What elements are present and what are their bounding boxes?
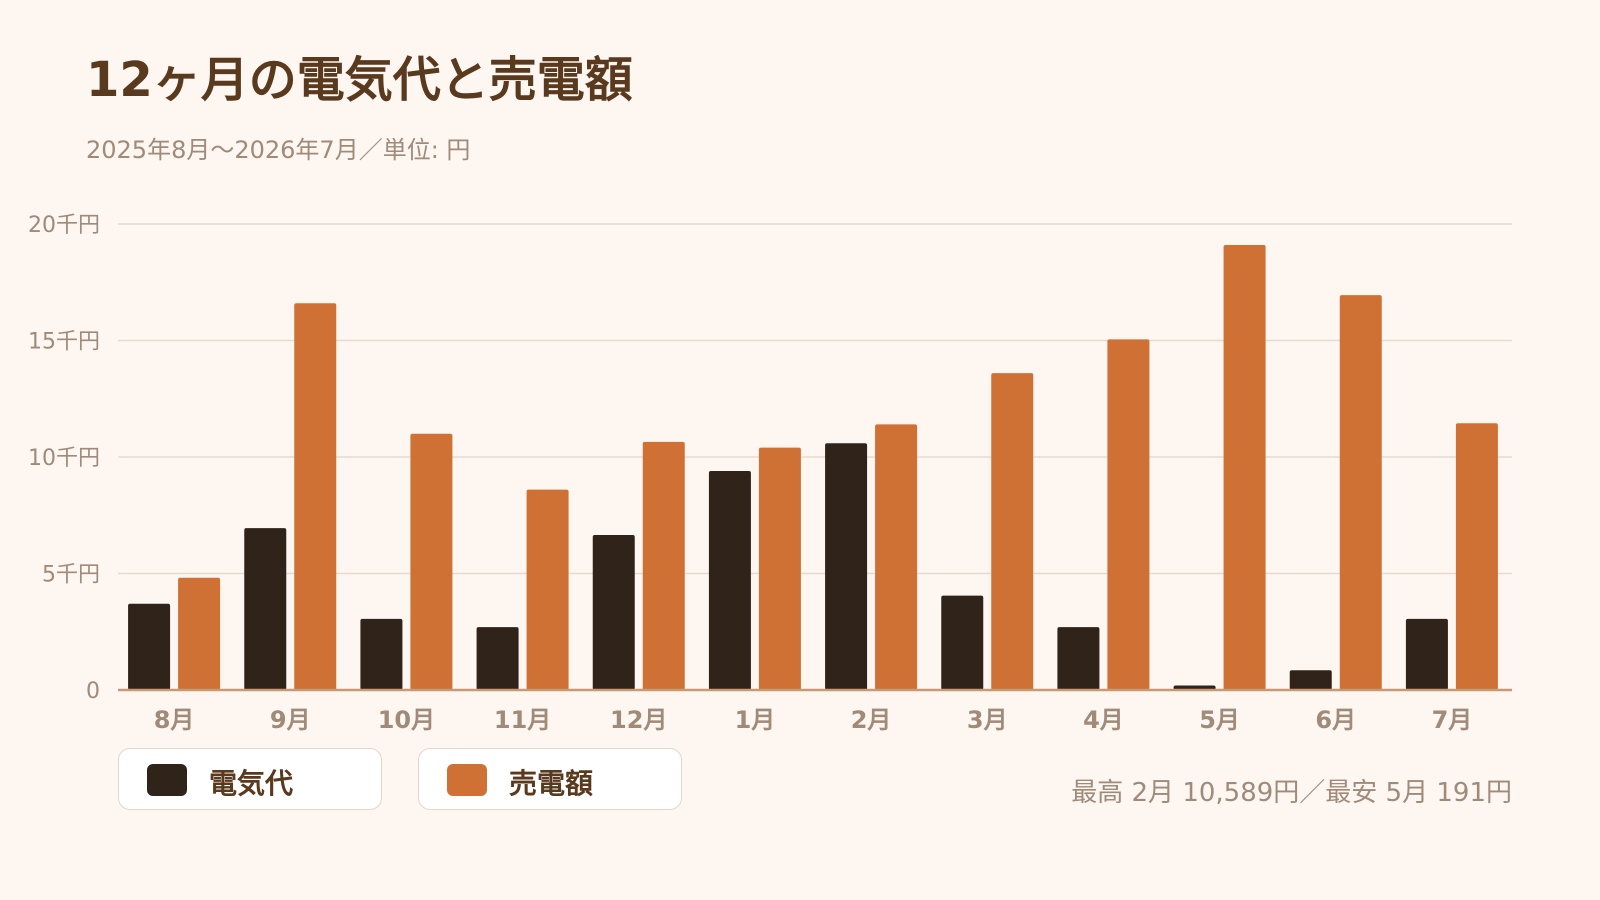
gridlines — [118, 223, 1512, 575]
x-axis-ticks: 8月 9月 10月 11月 12月 1月 2月 3月 4月 5月 6月 7月 — [154, 706, 1473, 734]
bar-power-sales — [526, 489, 569, 690]
y-axis-ticks: 0 5千円 10千円 15千円 20千円 — [28, 213, 100, 704]
bar-electricity-cost — [592, 535, 635, 690]
y-tick-label: 0 — [86, 679, 100, 704]
x-tick-label: 7月 — [1432, 706, 1473, 734]
bar-electricity-cost — [1057, 627, 1100, 690]
legend-swatch-electricity-cost — [147, 764, 187, 796]
bar-power-sales — [875, 424, 918, 690]
bar-electricity-cost — [708, 470, 751, 690]
bar-electricity-cost — [941, 595, 984, 690]
x-tick-label: 11月 — [494, 706, 551, 734]
x-tick-label: 10月 — [378, 706, 435, 734]
y-tick-label: 15千円 — [28, 330, 100, 355]
x-tick-label: 5月 — [1199, 706, 1240, 734]
chart-title: 12ヶ月の電気代と売電額 — [86, 52, 633, 108]
legend-label-power-sales: 売電額 — [509, 767, 594, 800]
bar-electricity-cost — [360, 618, 403, 690]
x-tick-label: 9月 — [270, 706, 311, 734]
x-tick-label: 8月 — [154, 706, 195, 734]
bar-power-sales — [1455, 423, 1498, 690]
bar-electricity-cost — [825, 443, 868, 690]
bar-electricity-cost — [1405, 618, 1448, 690]
legend-item-electricity-cost: 電気代 — [118, 748, 382, 810]
bar-power-sales — [1339, 295, 1382, 690]
x-tick-label: 6月 — [1315, 706, 1356, 734]
y-tick-label: 10千円 — [28, 446, 100, 471]
summary-text: 最高 2月 10,589円／最安 5月 191円 — [1071, 778, 1512, 808]
bar-power-sales — [294, 303, 337, 690]
y-tick-label: 5千円 — [42, 563, 100, 588]
bar-power-sales — [758, 447, 801, 690]
bar-power-sales — [991, 373, 1034, 690]
bar-power-sales — [642, 441, 685, 690]
bar-electricity-cost — [1289, 670, 1332, 690]
y-tick-label: 20千円 — [28, 213, 100, 238]
bar-electricity-cost — [244, 528, 287, 690]
bar-electricity-cost — [128, 603, 171, 690]
bar-power-sales — [1223, 244, 1266, 690]
bar-power-sales — [410, 433, 453, 690]
x-tick-label: 1月 — [735, 706, 776, 734]
bar-power-sales — [1107, 339, 1150, 690]
x-tick-label: 12月 — [610, 706, 667, 734]
x-tick-label: 4月 — [1083, 706, 1124, 734]
bar-electricity-cost — [476, 627, 519, 690]
bars — [128, 244, 1498, 690]
bar-power-sales — [178, 577, 221, 690]
chart-subtitle: 2025年8月〜2026年7月／単位: 円 — [86, 136, 471, 164]
legend-label-electricity-cost: 電気代 — [209, 767, 294, 800]
x-tick-label: 2月 — [851, 706, 892, 734]
legend-item-power-sales: 売電額 — [418, 748, 682, 810]
x-tick-label: 3月 — [967, 706, 1008, 734]
legend-swatch-power-sales — [447, 764, 487, 796]
